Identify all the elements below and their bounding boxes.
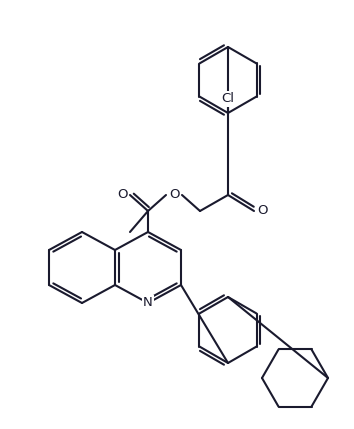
Text: O: O	[117, 188, 127, 202]
Text: O: O	[169, 188, 179, 202]
Text: O: O	[257, 205, 267, 218]
Text: Cl: Cl	[222, 93, 234, 106]
Text: N: N	[143, 296, 153, 309]
